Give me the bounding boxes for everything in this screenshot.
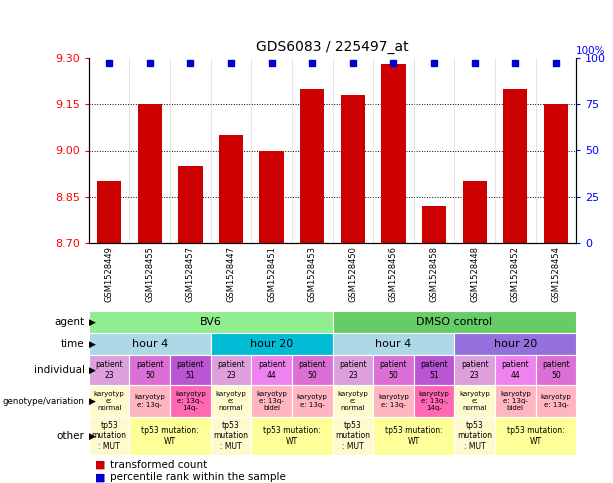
Text: transformed count: transformed count [110, 460, 208, 470]
Title: GDS6083 / 225497_at: GDS6083 / 225497_at [256, 40, 409, 54]
Bar [219, 135, 243, 243]
Text: tp53
mutation
: MUT: tp53 mutation : MUT [92, 421, 127, 451]
Text: tp53 mutation:
WT: tp53 mutation: WT [507, 426, 565, 446]
Text: patient
23: patient 23 [96, 360, 123, 380]
Text: karyotyp
e:
normal: karyotyp e: normal [459, 391, 490, 411]
Text: tp53 mutation:
WT: tp53 mutation: WT [263, 426, 321, 446]
Bar [422, 206, 446, 243]
Bar [503, 89, 527, 243]
Bar [462, 181, 487, 243]
Text: karyotyp
e: 13q-: karyotyp e: 13q- [541, 395, 571, 408]
Text: DMSO control: DMSO control [416, 317, 492, 327]
Bar [259, 151, 284, 243]
Text: hour 4: hour 4 [132, 339, 168, 349]
Text: ■: ■ [95, 472, 105, 483]
Text: patient
50: patient 50 [299, 360, 326, 380]
Text: patient
50: patient 50 [379, 360, 407, 380]
Text: patient
23: patient 23 [217, 360, 245, 380]
Text: hour 20: hour 20 [250, 339, 293, 349]
Bar [381, 64, 406, 243]
Text: karyotyp
e:
normal: karyotyp e: normal [216, 391, 246, 411]
Text: patient
44: patient 44 [501, 360, 529, 380]
Text: ▶: ▶ [89, 366, 96, 374]
Text: individual: individual [34, 365, 85, 375]
Text: hour 20: hour 20 [493, 339, 537, 349]
Text: karyotyp
e: 13q-: karyotyp e: 13q- [297, 395, 327, 408]
Text: tp53
mutation
: MUT: tp53 mutation : MUT [335, 421, 370, 451]
Text: karyotyp
e:
normal: karyotyp e: normal [94, 391, 124, 411]
Text: patient
44: patient 44 [258, 360, 286, 380]
Text: ▶: ▶ [89, 431, 96, 440]
Text: karyotyp
e: 13q-: karyotyp e: 13q- [134, 395, 165, 408]
Text: ▶: ▶ [89, 397, 96, 406]
Text: karyotyp
e: 13q-
bidel: karyotyp e: 13q- bidel [256, 391, 287, 411]
Text: 100%: 100% [576, 46, 606, 56]
Bar [544, 104, 568, 243]
Text: karyotyp
e: 13q-: karyotyp e: 13q- [378, 395, 409, 408]
Text: patient
50: patient 50 [542, 360, 569, 380]
Text: tp53 mutation:
WT: tp53 mutation: WT [141, 426, 199, 446]
Text: karyotyp
e:
normal: karyotyp e: normal [338, 391, 368, 411]
Text: BV6: BV6 [200, 317, 222, 327]
Bar [341, 95, 365, 243]
Text: time: time [61, 339, 85, 349]
Bar [97, 181, 121, 243]
Bar [300, 89, 324, 243]
Text: hour 4: hour 4 [375, 339, 411, 349]
Text: ■: ■ [95, 460, 105, 470]
Text: karyotyp
e: 13q-
bidel: karyotyp e: 13q- bidel [500, 391, 531, 411]
Bar [137, 104, 162, 243]
Text: ▶: ▶ [89, 340, 96, 349]
Text: percentile rank within the sample: percentile rank within the sample [110, 472, 286, 483]
Text: patient
51: patient 51 [421, 360, 448, 380]
Text: agent: agent [55, 317, 85, 327]
Text: patient
23: patient 23 [339, 360, 367, 380]
Text: patient
23: patient 23 [461, 360, 489, 380]
Text: patient
50: patient 50 [136, 360, 164, 380]
Text: other: other [57, 431, 85, 441]
Text: ▶: ▶ [89, 317, 96, 327]
Text: patient
51: patient 51 [177, 360, 204, 380]
Text: tp53 mutation:
WT: tp53 mutation: WT [385, 426, 443, 446]
Text: karyotyp
e: 13q-,
14q-: karyotyp e: 13q-, 14q- [419, 391, 449, 411]
Text: tp53
mutation
: MUT: tp53 mutation : MUT [213, 421, 248, 451]
Text: genotype/variation: genotype/variation [2, 397, 85, 406]
Bar [178, 166, 202, 243]
Text: karyotyp
e: 13q-,
14q-: karyotyp e: 13q-, 14q- [175, 391, 206, 411]
Text: tp53
mutation
: MUT: tp53 mutation : MUT [457, 421, 492, 451]
